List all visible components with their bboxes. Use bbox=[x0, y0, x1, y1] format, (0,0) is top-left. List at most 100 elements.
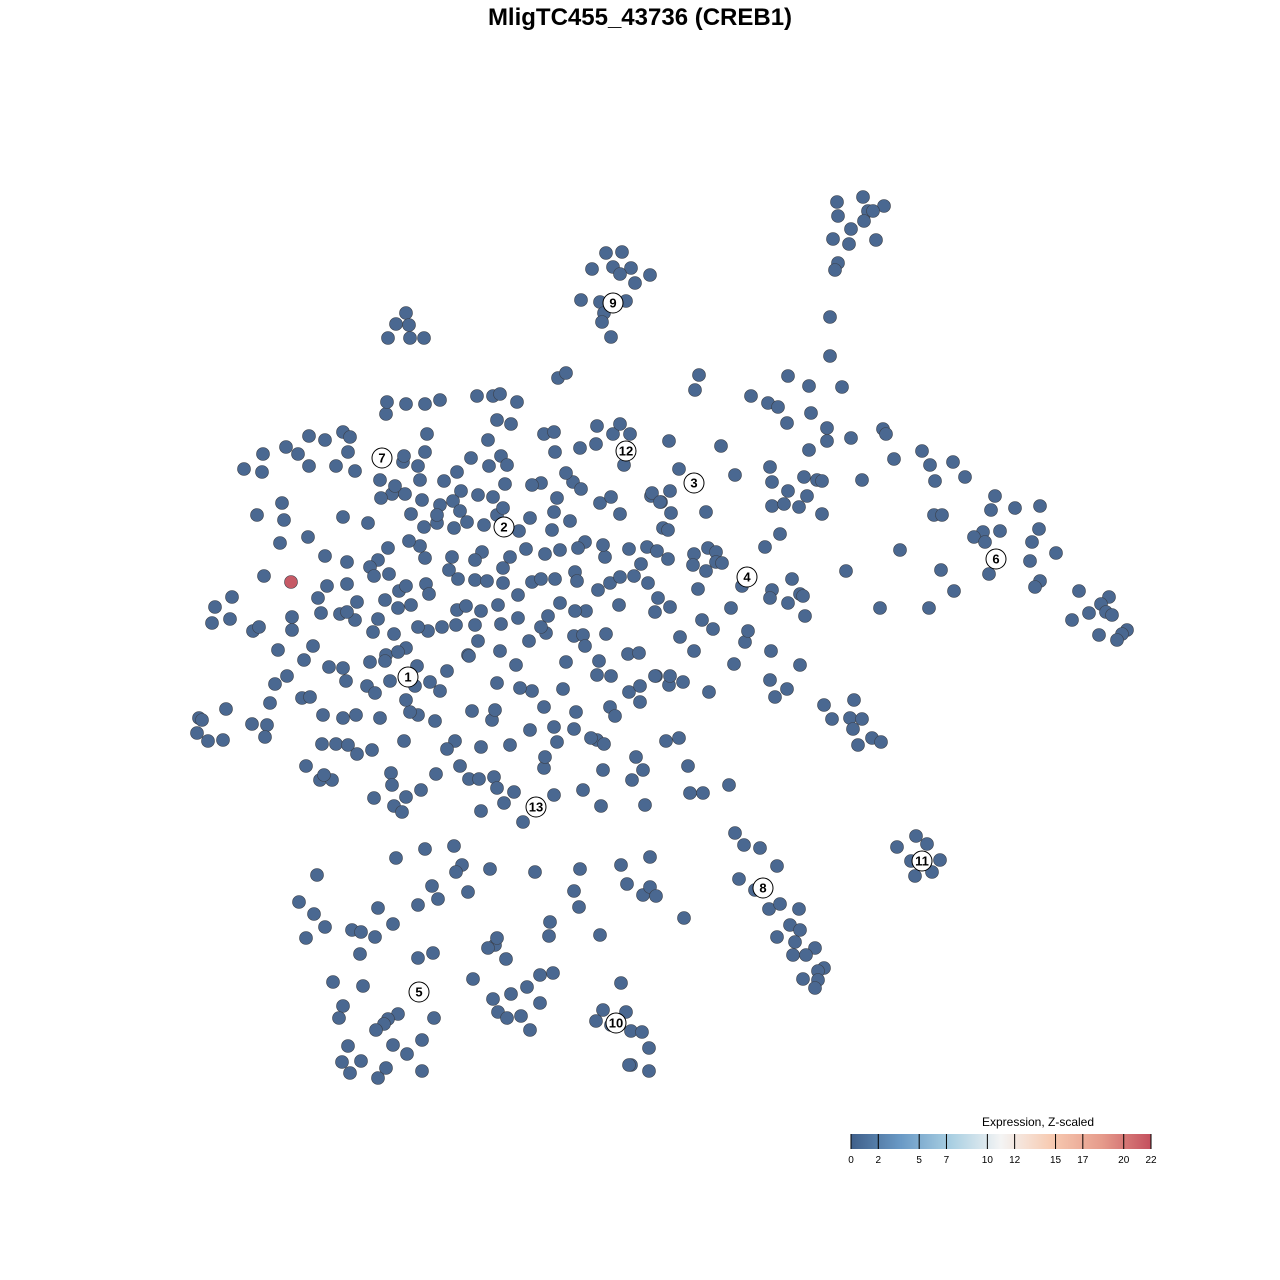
cell-point bbox=[842, 237, 856, 251]
cell-point bbox=[332, 1011, 346, 1025]
cell-point bbox=[786, 948, 800, 962]
cell-point bbox=[367, 791, 381, 805]
cell-point bbox=[399, 693, 413, 707]
cell-point bbox=[426, 946, 440, 960]
cell-point bbox=[538, 750, 552, 764]
cell-point bbox=[596, 1003, 610, 1017]
cell-point bbox=[260, 718, 274, 732]
cell-point bbox=[461, 885, 475, 899]
cluster-label-11: 11 bbox=[911, 850, 933, 872]
cell-point bbox=[317, 768, 331, 782]
cell-point bbox=[548, 572, 562, 586]
cell-point bbox=[804, 406, 818, 420]
cell-point bbox=[522, 634, 536, 648]
cell-point bbox=[431, 892, 445, 906]
cluster-label-4: 4 bbox=[736, 566, 758, 588]
cluster-label-9: 9 bbox=[602, 292, 624, 314]
cell-point bbox=[418, 842, 432, 856]
cell-point bbox=[622, 542, 636, 556]
cell-point bbox=[263, 696, 277, 710]
cell-point bbox=[510, 395, 524, 409]
cell-point bbox=[1082, 606, 1096, 620]
cell-point bbox=[388, 479, 402, 493]
cell-point bbox=[440, 664, 454, 678]
cell-point bbox=[714, 439, 728, 453]
cell-point bbox=[978, 535, 992, 549]
cell-point bbox=[614, 858, 628, 872]
cell-point bbox=[299, 759, 313, 773]
cell-point bbox=[627, 569, 641, 583]
cluster-label-badge bbox=[408, 981, 430, 1003]
cell-point bbox=[415, 493, 429, 507]
cell-point bbox=[374, 491, 388, 505]
cell-point bbox=[796, 589, 810, 603]
cell-point bbox=[1023, 554, 1037, 568]
cluster-label-5: 5 bbox=[408, 981, 430, 1003]
cell-point bbox=[569, 705, 583, 719]
cell-point bbox=[496, 561, 510, 575]
cell-point bbox=[676, 675, 690, 689]
cell-point bbox=[340, 577, 354, 591]
cell-point bbox=[459, 599, 473, 613]
cell-point bbox=[831, 209, 845, 223]
cell-point bbox=[768, 690, 782, 704]
cell-point bbox=[534, 620, 548, 634]
cell-point bbox=[603, 576, 617, 590]
cluster-label-badge bbox=[911, 850, 933, 872]
cell-point bbox=[474, 740, 488, 754]
cell-point bbox=[297, 653, 311, 667]
legend-tick-label: 0 bbox=[848, 1155, 854, 1166]
cell-point bbox=[480, 574, 494, 588]
cell-point bbox=[399, 579, 413, 593]
cell-point bbox=[516, 815, 530, 829]
cell-point bbox=[781, 484, 795, 498]
cell-point bbox=[663, 600, 677, 614]
cell-point bbox=[464, 451, 478, 465]
cell-point bbox=[252, 620, 266, 634]
cell-point bbox=[329, 737, 343, 751]
cell-point bbox=[415, 1064, 429, 1078]
cell-point bbox=[257, 569, 271, 583]
cell-point bbox=[340, 605, 354, 619]
cell-point bbox=[780, 682, 794, 696]
cell-point bbox=[788, 935, 802, 949]
cell-point bbox=[315, 737, 329, 751]
cell-point bbox=[543, 915, 557, 929]
cluster-label-text: 2 bbox=[500, 520, 507, 535]
cluster-label-3: 3 bbox=[683, 472, 705, 494]
cell-point bbox=[590, 419, 604, 433]
cell-point bbox=[523, 1023, 537, 1037]
cell-point bbox=[447, 521, 461, 535]
cell-point bbox=[258, 730, 272, 744]
cell-point bbox=[389, 851, 403, 865]
cell-point bbox=[399, 306, 413, 320]
legend-tick-label: 5 bbox=[916, 1155, 922, 1166]
cell-point bbox=[318, 433, 332, 447]
cell-point bbox=[825, 712, 839, 726]
chart-title: MligTC455_43736 (CREB1) bbox=[487, 4, 793, 31]
cell-point bbox=[417, 331, 431, 345]
cell-point bbox=[380, 395, 394, 409]
cell-point bbox=[802, 379, 816, 393]
cell-point bbox=[385, 778, 399, 792]
cell-point bbox=[403, 705, 417, 719]
cell-point bbox=[604, 669, 618, 683]
cluster-label-badge bbox=[736, 566, 758, 588]
cell-point bbox=[869, 233, 883, 247]
cell-point bbox=[567, 722, 581, 736]
cell-point bbox=[780, 416, 794, 430]
cluster-label-badge bbox=[371, 447, 393, 469]
cell-point bbox=[659, 734, 673, 748]
cell-point bbox=[356, 979, 370, 993]
cell-point bbox=[190, 726, 204, 740]
cell-point bbox=[692, 368, 706, 382]
cell-point bbox=[299, 931, 313, 945]
cluster-label-13: 13 bbox=[525, 796, 547, 818]
cell-point bbox=[245, 717, 259, 731]
cell-point bbox=[591, 583, 605, 597]
cell-point bbox=[336, 661, 350, 675]
cell-point bbox=[366, 625, 380, 639]
cell-point bbox=[722, 778, 736, 792]
cell-point bbox=[574, 482, 588, 496]
cell-point bbox=[383, 674, 397, 688]
